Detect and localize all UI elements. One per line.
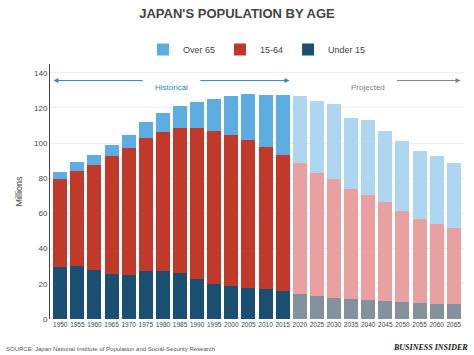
svg-text:2015: 2015 bbox=[275, 321, 290, 328]
svg-text:80: 80 bbox=[38, 174, 47, 183]
svg-text:1965: 1965 bbox=[104, 321, 119, 328]
svg-text:1960: 1960 bbox=[87, 321, 102, 328]
svg-text:2020: 2020 bbox=[293, 321, 308, 328]
svg-text:1970: 1970 bbox=[121, 321, 136, 328]
svg-text:2010: 2010 bbox=[258, 321, 273, 328]
svg-text:Under 15: Under 15 bbox=[328, 45, 365, 55]
svg-text:2030: 2030 bbox=[327, 321, 342, 328]
svg-text:1995: 1995 bbox=[207, 321, 222, 328]
svg-text:1980: 1980 bbox=[156, 321, 171, 328]
svg-text:40: 40 bbox=[38, 244, 47, 253]
svg-text:Over 65: Over 65 bbox=[183, 45, 215, 55]
svg-text:2035: 2035 bbox=[344, 321, 359, 328]
svg-text:15-64: 15-64 bbox=[260, 45, 283, 55]
svg-text:120: 120 bbox=[34, 104, 48, 113]
svg-text:BUSINESS INSIDER: BUSINESS INSIDER bbox=[393, 343, 468, 352]
svg-text:2060: 2060 bbox=[429, 321, 444, 328]
svg-text:2065: 2065 bbox=[447, 321, 462, 328]
svg-text:Historical: Historical bbox=[155, 83, 188, 92]
svg-text:2040: 2040 bbox=[361, 321, 376, 328]
svg-text:Projected: Projected bbox=[351, 83, 385, 92]
svg-text:0: 0 bbox=[43, 315, 48, 324]
svg-text:100: 100 bbox=[34, 139, 48, 148]
svg-text:SOURCE: Japan National Institu: SOURCE: Japan National Institute of Popu… bbox=[6, 346, 215, 352]
svg-text:2045: 2045 bbox=[378, 321, 393, 328]
svg-text:1950: 1950 bbox=[53, 321, 68, 328]
svg-text:1985: 1985 bbox=[173, 321, 188, 328]
svg-text:20: 20 bbox=[38, 280, 47, 289]
svg-text:2050: 2050 bbox=[395, 321, 410, 328]
svg-text:1955: 1955 bbox=[70, 321, 85, 328]
svg-text:1990: 1990 bbox=[190, 321, 205, 328]
svg-text:2005: 2005 bbox=[241, 321, 256, 328]
svg-text:Millions: Millions bbox=[14, 176, 24, 207]
svg-text:60: 60 bbox=[38, 209, 47, 218]
svg-text:2055: 2055 bbox=[412, 321, 427, 328]
svg-text:2025: 2025 bbox=[310, 321, 325, 328]
svg-text:2000: 2000 bbox=[224, 321, 239, 328]
svg-text:140: 140 bbox=[34, 69, 48, 78]
svg-text:JAPAN'S POPULATION BY AGE: JAPAN'S POPULATION BY AGE bbox=[139, 6, 335, 21]
svg-text:1975: 1975 bbox=[139, 321, 154, 328]
